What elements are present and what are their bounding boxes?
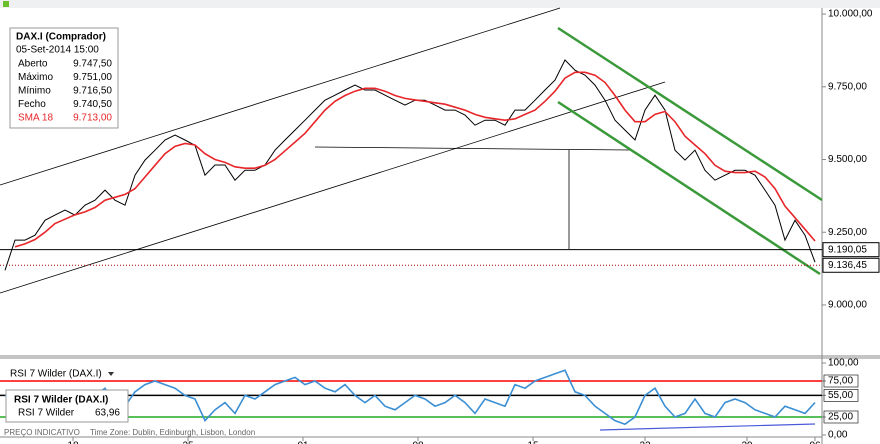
x-tick-label: 25 — [182, 441, 194, 444]
price-label: 9.136,45 — [828, 260, 867, 271]
x-tick-label: 18 — [67, 441, 79, 444]
y-tick-label: 0,00 — [828, 430, 848, 441]
info-box: DAX.I (Comprador) 05-Set-2014 15:00 Aber… — [9, 27, 119, 129]
time-zone: Time Zone: Dublin, Edinburgh, Lisbon, Lo… — [90, 428, 255, 437]
y-tick-label: 55,00 — [828, 390, 853, 401]
rsi-box-label: RSI 7 Wilder — [18, 408, 75, 419]
series-line — [14, 71, 816, 248]
info-box-frame — [9, 27, 119, 129]
info-value: 9.713,00 — [73, 113, 112, 124]
y-tick-label: 9.750,00 — [828, 81, 867, 92]
price-label: 9.190,05 — [828, 244, 867, 255]
x-tick-label: 01 — [297, 441, 309, 444]
y-tick-label: 10.000,00 — [828, 9, 873, 20]
rsi-box — [5, 389, 129, 423]
info-label: Máximo — [18, 72, 53, 83]
top-bar — [0, 0, 880, 8]
series-line — [4, 369, 816, 426]
rsi-legend: RSI 7 Wilder (DAX.I) RSI 7 Wilder (DAX.I… — [5, 369, 129, 423]
level-box — [823, 410, 859, 424]
y-tick-label: 25,00 — [828, 412, 853, 423]
info-value: 9.740,50 — [73, 99, 112, 110]
x-tick-label: 22 — [639, 441, 651, 444]
icon[interactable] — [3, 1, 9, 7]
channel-line — [557, 100, 821, 276]
y-tick-label: 9.000,00 — [828, 300, 867, 311]
trend-line — [599, 423, 816, 431]
price-label-box — [822, 257, 880, 273]
trend-line — [314, 146, 631, 151]
info-label: Mínimo — [18, 86, 51, 97]
info-value: 9.716,50 — [73, 86, 112, 97]
info-label: Aberto — [18, 59, 48, 70]
x-tick-label: 15 — [527, 441, 539, 444]
level-box — [823, 374, 859, 388]
y-tick-label: 100,00 — [828, 358, 859, 369]
price-label-box — [822, 242, 880, 258]
indicator-selector[interactable]: RSI 7 Wilder (DAX.I) — [10, 369, 102, 380]
dropdown-arrow[interactable] — [108, 372, 114, 376]
trend-line — [0, 7, 561, 186]
price-panel — [0, 7, 823, 294]
info-value: 9.751,00 — [73, 72, 112, 83]
footer-note: PREÇO INDICATIVO — [4, 428, 80, 437]
rsi-box-value: 63,96 — [95, 408, 120, 419]
x-tick-label: 08 — [412, 441, 424, 444]
x-tick-label: 29 — [741, 441, 753, 444]
info-label: SMA 18 — [18, 113, 53, 124]
rsi-panel — [0, 369, 822, 431]
y-tick-label: 75,00 — [828, 376, 853, 387]
level-box — [823, 389, 859, 402]
trend-line — [0, 81, 666, 294]
info-value: 9.747,50 — [73, 59, 112, 70]
channel-line — [557, 26, 823, 202]
info-label: Fecho — [18, 99, 46, 110]
y-tick-label: 9.500,00 — [828, 154, 867, 165]
rsi-box-title: RSI 7 Wilder (DAX.I) — [14, 395, 108, 406]
info-title: DAX.I (Comprador) — [16, 32, 106, 43]
y-tick-label: 9.250,00 — [828, 227, 867, 238]
x-tick-label: 06 — [809, 441, 821, 444]
series-line — [4, 59, 816, 271]
info-date: 05-Set-2014 15:00 — [16, 45, 99, 56]
